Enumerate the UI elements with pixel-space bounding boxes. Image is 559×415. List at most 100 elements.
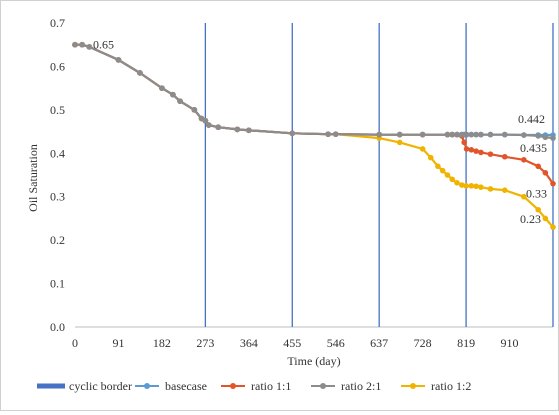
data-point-ratio-1-1 xyxy=(487,151,494,157)
data-label: 0.23 xyxy=(520,212,541,226)
data-label: 0.435 xyxy=(520,141,547,155)
data-label-layer: 0.65 0.442 0.435 0.33 0.23 xyxy=(93,38,547,226)
data-point-ratio-1-2 xyxy=(487,186,494,192)
data-point-ratio-1-1 xyxy=(473,148,479,154)
x-tick-label: 910 xyxy=(501,336,519,350)
x-tick-label: 91 xyxy=(112,336,124,350)
data-point-ratio-1-2 xyxy=(427,154,434,161)
data-point-ratio-2-1 xyxy=(463,131,470,138)
data-point-ratio-1-2 xyxy=(473,183,479,190)
data-point-ratio-1-2 xyxy=(396,139,403,146)
data-point-ratio-2-1 xyxy=(419,131,426,138)
y-axis-title: Oil Saturation xyxy=(26,144,40,212)
data-point-ratio-2-1 xyxy=(521,132,527,138)
data-point-ratio-1-2 xyxy=(444,172,451,178)
legend-item-cyclic-border: cyclic border xyxy=(37,379,132,393)
data-point-ratio-2-1 xyxy=(542,134,549,141)
data-point-ratio-1-1 xyxy=(535,163,541,170)
data-point-ratio-2-1 xyxy=(376,131,382,138)
data-point-ratio-2-1 xyxy=(332,131,339,137)
data-point-ratio-2-1 xyxy=(289,130,296,137)
x-tick-label: 455 xyxy=(283,336,301,350)
data-point-ratio-1-1 xyxy=(461,139,467,146)
data-point-ratio-2-1 xyxy=(202,117,209,124)
data-point-ratio-2-1 xyxy=(72,41,78,48)
legend-swatch-marker xyxy=(230,383,236,389)
data-point-ratio-1-2 xyxy=(550,224,556,230)
x-tick-label: 273 xyxy=(196,336,214,350)
data-point-ratio-2-1 xyxy=(449,131,456,138)
data-point-ratio-2-1 xyxy=(246,127,252,134)
y-tick-label: 0.6 xyxy=(50,59,65,73)
data-label: 0.33 xyxy=(526,187,547,201)
legend-label: cyclic border xyxy=(69,379,132,393)
x-tick-label: 182 xyxy=(153,336,171,350)
data-point-ratio-2-1 xyxy=(468,131,475,138)
y-tick-label: 0.4 xyxy=(50,146,65,160)
legend-swatch-marker xyxy=(144,383,150,389)
x-tick-label: 637 xyxy=(370,336,388,350)
series-basecase xyxy=(72,41,556,138)
data-point-ratio-2-1 xyxy=(205,122,212,128)
data-point-ratio-1-1 xyxy=(542,170,549,176)
data-point-ratio-2-1 xyxy=(535,133,541,139)
data-point-ratio-1-2 xyxy=(521,193,527,200)
data-point-ratio-1-2 xyxy=(478,184,484,190)
data-point-ratio-2-1 xyxy=(170,91,176,98)
data-point-ratio-1-1 xyxy=(478,149,484,156)
series-ratio-1-1 xyxy=(72,41,556,187)
data-point-ratio-2-1 xyxy=(159,85,165,91)
x-tick-label: 364 xyxy=(240,336,258,350)
legend-swatch-marker xyxy=(320,383,326,389)
data-point-ratio-1-2 xyxy=(419,146,426,152)
series-line-basecase xyxy=(75,43,553,137)
data-point-ratio-2-1 xyxy=(137,70,143,76)
y-tick-label: 0.5 xyxy=(50,103,65,117)
legend-label: ratio 2:1 xyxy=(341,379,381,393)
data-point-ratio-2-1 xyxy=(325,131,331,137)
data-point-ratio-1-1 xyxy=(550,180,556,187)
legend-item-basecase: basecase xyxy=(135,379,207,393)
data-point-ratio-2-1 xyxy=(234,126,241,133)
data-point-ratio-1-2 xyxy=(454,180,460,186)
data-point-ratio-1-2 xyxy=(542,215,549,222)
data-point-ratio-1-2 xyxy=(468,183,475,189)
y-tick-label: 0.7 xyxy=(50,16,65,30)
data-point-ratio-1-1 xyxy=(463,146,470,152)
data-point-ratio-1-1 xyxy=(501,153,508,160)
data-point-ratio-2-1 xyxy=(550,135,556,141)
data-point-ratio-2-1 xyxy=(478,131,484,138)
y-tick-label: 0.1 xyxy=(50,277,65,291)
data-point-ratio-2-1 xyxy=(454,131,460,138)
series-line-ratio-2-1 xyxy=(75,43,554,140)
data-point-ratio-1-2 xyxy=(501,187,508,193)
legend: cyclic border basecase ratio 1:1 ratio 2:1 r… xyxy=(37,379,471,393)
legend-swatch-marker xyxy=(410,383,416,389)
legend-label: ratio 1:1 xyxy=(251,379,291,393)
y-tick-label: 0.2 xyxy=(50,233,65,247)
data-point-ratio-2-1 xyxy=(473,131,479,138)
data-point-ratio-2-1 xyxy=(86,44,93,50)
legend-item-ratio-1-2: ratio 1:2 xyxy=(401,379,471,393)
legend-label: basecase xyxy=(165,379,207,393)
series-ratio-2-1 xyxy=(72,41,556,141)
series-line-ratio-1-1 xyxy=(75,43,554,185)
data-point-ratio-1-2 xyxy=(439,167,446,174)
x-tick-label: 728 xyxy=(414,336,432,350)
y-tick-label: 0.0 xyxy=(50,320,65,334)
data-point-ratio-1-2 xyxy=(435,163,441,170)
data-point-ratio-2-1 xyxy=(215,124,222,131)
x-tick-label: 0 xyxy=(72,336,78,350)
legend-label: ratio 1:2 xyxy=(431,379,471,393)
data-point-ratio-2-1 xyxy=(191,107,198,113)
data-label: 0.442 xyxy=(518,112,545,126)
data-point-ratio-2-1 xyxy=(79,41,85,48)
cyclic-border-layer xyxy=(204,23,554,327)
series-layer xyxy=(72,41,556,230)
data-point-ratio-1-2 xyxy=(458,182,465,188)
data-point-ratio-2-1 xyxy=(115,57,122,63)
axes-layer: 0.0 0.1 0.2 0.3 0.4 0.5 0.6 0.7 0 91 182 273 364 455 5… xyxy=(50,16,553,350)
data-label: 0.65 xyxy=(93,38,114,52)
data-point-ratio-2-1 xyxy=(444,131,451,138)
